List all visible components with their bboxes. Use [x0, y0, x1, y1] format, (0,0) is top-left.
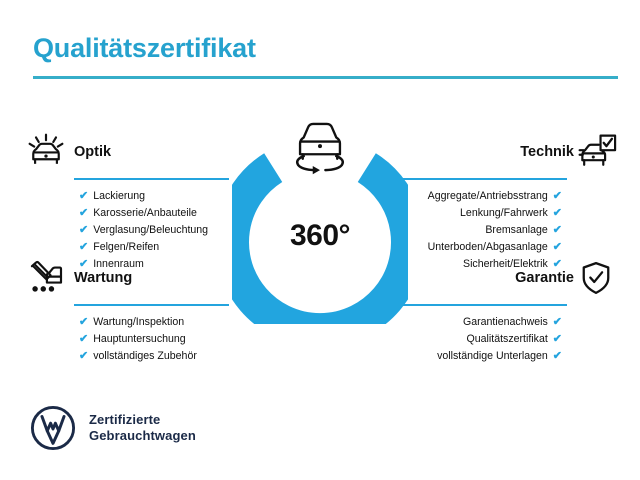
check-icon: ✔ [79, 258, 89, 270]
check-icon: ✔ [79, 333, 89, 345]
section-garantie-header: Garantie [402, 258, 618, 298]
check-icon: ✔ [79, 224, 89, 236]
section-wartung-list: ✔ Wartung/Inspektion ✔ Hauptuntersuchung ✔… [79, 314, 239, 365]
list-item: Sicherheit/Elektrik ✔ [402, 256, 562, 273]
list-item: ✔ Innenraum [79, 256, 239, 273]
list-item: ✔ Felgen/Reifen [79, 239, 239, 256]
section-technik-titleblock: Technik [520, 145, 574, 160]
section-wartung-header: Wartung [24, 258, 239, 298]
list-item-label: vollständige Unterlagen [437, 350, 548, 362]
check-icon: ✔ [552, 316, 562, 328]
section-optik-titleblock: Optik [74, 145, 111, 160]
list-item-label: vollständiges Zubehör [93, 350, 197, 362]
list-item: ✔ Wartung/Inspektion [79, 314, 239, 331]
check-icon: ✔ [552, 333, 562, 345]
list-item: Aggregate/Antriebsstrang ✔ [402, 188, 562, 205]
shield-check-icon [574, 258, 618, 298]
check-icon: ✔ [79, 350, 89, 362]
car-rotate-icon [278, 118, 362, 176]
header: Qualitätszertifikat [33, 33, 618, 79]
list-item-label: Innenraum [93, 258, 144, 270]
car-checkbox-icon [574, 132, 618, 172]
list-item: ✔ Karosserie/Anbauteile [79, 205, 239, 222]
footer-line-1: Zertifizierte [89, 412, 161, 427]
section-technik-header: Technik [402, 132, 618, 172]
gebrauchtwagen-check-badge: Gebrauchtwagen-Check 360° [215, 122, 425, 348]
list-item-label: Lenkung/Fahrwerk [460, 207, 548, 219]
page-title: Qualitätszertifikat [33, 33, 256, 63]
section-wartung-titleblock: Wartung [74, 271, 132, 286]
list-item-label: Garantienachweis [462, 316, 548, 328]
section-optik-header: Optik [24, 132, 239, 172]
section-garantie-title: Garantie [515, 269, 574, 286]
section-optik-list: ✔ Lackierung ✔ Karosserie/Anbauteile ✔ Verg… [79, 188, 239, 273]
check-icon: ✔ [552, 258, 562, 270]
check-icon: ✔ [79, 241, 89, 253]
check-icon: ✔ [79, 190, 89, 202]
check-icon: ✔ [552, 241, 562, 253]
check-icon: ✔ [79, 316, 89, 328]
footer-line-2: Gebrauchtwagen [89, 428, 196, 443]
section-optik: Optik ✔ Lackierung ✔ Karosserie/Anbauteile… [24, 132, 239, 273]
section-garantie-divider [402, 304, 567, 306]
list-item-label: Karosserie/Anbauteile [93, 207, 197, 219]
list-item: ✔ Hauptuntersuchung [79, 331, 239, 348]
section-optik-title: Optik [74, 143, 112, 160]
list-item-label: Wartung/Inspektion [93, 316, 185, 328]
list-item: Bremsanlage ✔ [402, 222, 562, 239]
section-technik-list: Aggregate/Antriebsstrang ✔ Lenkung/Fahrwe… [402, 188, 562, 273]
section-garantie: Garantie Garantienachweis ✔ Qualitätszert… [402, 258, 618, 365]
check-icon: ✔ [552, 350, 562, 362]
list-item-label: Lackierung [93, 190, 146, 202]
list-item-label: Hauptuntersuchung [93, 333, 186, 345]
section-garantie-titleblock: Garantie [515, 271, 574, 286]
section-wartung-divider [74, 304, 229, 306]
list-item: Garantienachweis ✔ [402, 314, 562, 331]
list-item: Lenkung/Fahrwerk ✔ [402, 205, 562, 222]
list-item-label: Qualitätszertifikat [466, 333, 548, 345]
volkswagen-logo [30, 405, 76, 451]
section-wartung: Wartung ✔ Wartung/Inspektion ✔ Hauptunters… [24, 258, 239, 365]
section-technik-title: Technik [520, 143, 574, 160]
section-technik: Technik [402, 132, 618, 273]
check-icon: ✔ [552, 224, 562, 236]
footer-branding: Zertifizierte Gebrauchtwagen [30, 405, 196, 451]
list-item: Qualitätszertifikat ✔ [402, 331, 562, 348]
list-item-label: Unterboden/Abgasanlage [427, 241, 548, 253]
car-shine-icon [24, 132, 68, 172]
list-item: ✔ vollständiges Zubehör [79, 348, 239, 365]
list-item: Unterboden/Abgasanlage ✔ [402, 239, 562, 256]
list-item-label: Aggregate/Antriebsstrang [427, 190, 548, 202]
list-item: ✔ Lackierung [79, 188, 239, 205]
section-wartung-title: Wartung [74, 269, 133, 286]
check-icon: ✔ [79, 207, 89, 219]
footer-text: Zertifizierte Gebrauchtwagen [89, 412, 196, 444]
car-service-pen-icon [24, 258, 68, 298]
section-technik-divider [402, 178, 567, 180]
check-icon: ✔ [552, 190, 562, 202]
list-item: ✔ Verglasung/Beleuchtung [79, 222, 239, 239]
list-item: vollständige Unterlagen ✔ [402, 348, 562, 365]
list-item-label: Sicherheit/Elektrik [463, 258, 548, 270]
list-item-label: Bremsanlage [485, 224, 548, 236]
section-optik-divider [74, 178, 229, 180]
check-icon: ✔ [552, 207, 562, 219]
list-item-label: Felgen/Reifen [93, 241, 160, 253]
list-item-label: Verglasung/Beleuchtung [93, 224, 209, 236]
header-divider [33, 75, 618, 79]
section-garantie-list: Garantienachweis ✔ Qualitätszertifikat ✔ v… [402, 314, 562, 365]
